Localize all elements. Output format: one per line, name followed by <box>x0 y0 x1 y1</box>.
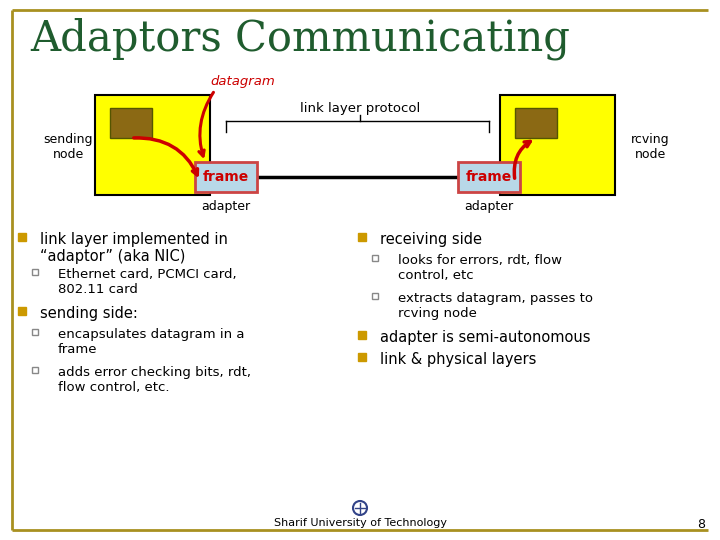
Bar <box>32 367 38 373</box>
Text: Ethernet card, PCMCI card,
802.11 card: Ethernet card, PCMCI card, 802.11 card <box>58 268 237 296</box>
Bar <box>95 95 210 195</box>
Text: sending side:: sending side: <box>40 306 138 321</box>
Text: link layer implemented in
“adaptor” (aka NIC): link layer implemented in “adaptor” (aka… <box>40 232 228 265</box>
Bar <box>110 108 152 138</box>
Bar <box>18 307 26 315</box>
Text: frame: frame <box>466 170 512 184</box>
Text: Adaptors Communicating: Adaptors Communicating <box>30 18 570 60</box>
Text: frame: frame <box>203 170 249 184</box>
Bar <box>358 353 366 361</box>
Text: link & physical layers: link & physical layers <box>380 352 536 367</box>
Bar <box>32 329 38 335</box>
Bar <box>195 162 257 192</box>
Text: receiving side: receiving side <box>380 232 482 247</box>
Bar <box>358 331 366 339</box>
Text: link layer protocol: link layer protocol <box>300 102 420 115</box>
Text: adapter: adapter <box>202 200 251 213</box>
Text: 8: 8 <box>697 518 705 531</box>
Text: adapter: adapter <box>464 200 513 213</box>
Text: Sharif University of Technology: Sharif University of Technology <box>274 518 446 528</box>
Bar <box>18 233 26 241</box>
Bar <box>32 269 38 275</box>
Text: adapter is semi-autonomous: adapter is semi-autonomous <box>380 330 590 345</box>
Text: datagram: datagram <box>210 75 275 88</box>
Bar <box>515 108 557 138</box>
Text: extracts datagram, passes to
rcving node: extracts datagram, passes to rcving node <box>398 292 593 320</box>
Text: looks for errors, rdt, flow
control, etc: looks for errors, rdt, flow control, etc <box>398 254 562 282</box>
Bar <box>500 95 615 195</box>
Bar <box>358 233 366 241</box>
Text: rcving
node: rcving node <box>631 133 670 161</box>
Bar <box>372 293 378 299</box>
Text: encapsulates datagram in a
frame: encapsulates datagram in a frame <box>58 328 245 356</box>
Text: adds error checking bits, rdt,
flow control, etc.: adds error checking bits, rdt, flow cont… <box>58 366 251 394</box>
Text: sending
node: sending node <box>43 133 93 161</box>
Bar <box>372 255 378 261</box>
Bar <box>458 162 520 192</box>
